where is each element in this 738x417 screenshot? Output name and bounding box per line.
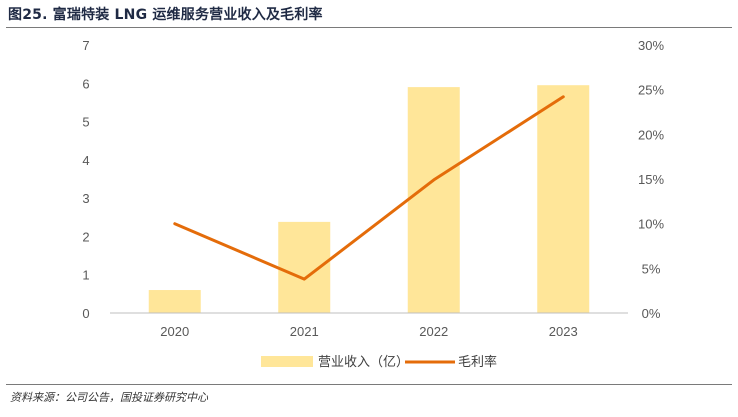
left-tick-label: 5 [82,115,89,130]
footer-divider [6,384,732,385]
right-tick-label: 30% [638,38,664,53]
left-tick-label: 7 [82,38,89,53]
legend-label-revenue: 营业收入（亿） [318,355,409,370]
x-axis-ticks: 2020 2021 2022 2023 [160,324,577,339]
x-tick-label: 2021 [290,324,319,339]
gross-margin-line [173,95,565,281]
revenue-bar [407,87,460,313]
revenue-bars [148,85,590,313]
left-tick-label: 2 [82,229,89,244]
left-axis-ticks: 0 1 2 3 4 5 6 7 [82,38,89,321]
legend-swatch-revenue [261,356,313,367]
left-tick-label: 0 [82,306,89,321]
title-divider [6,27,732,28]
left-tick-label: 4 [82,153,89,168]
right-tick-label: 15% [638,172,664,187]
right-axis-ticks: 0% 5% 10% 15% 20% 25% 30% [638,38,664,321]
right-tick-label: 10% [638,217,664,232]
chart-legend: 营业收入（亿） 毛利率 [261,354,497,370]
right-tick-label: 5% [642,261,661,276]
right-tick-label: 0% [642,306,661,321]
revenue-bar [148,290,201,313]
right-tick-label: 20% [638,127,664,142]
left-tick-label: 1 [82,268,89,283]
legend-label-margin: 毛利率 [458,354,497,370]
source-note: 资料来源：公司公告，国投证券研究中心 [10,391,208,404]
left-tick-label: 3 [82,191,89,206]
revenue-bar [278,221,331,313]
revenue-bar [537,85,590,313]
figure-title: 图25. 富瑞特装 LNG 运维服务营业收入及毛利率 [8,7,323,23]
x-tick-label: 2020 [160,324,189,339]
x-tick-label: 2023 [549,324,578,339]
x-tick-label: 2022 [419,324,448,339]
left-tick-label: 6 [82,76,89,91]
right-tick-label: 25% [638,83,664,98]
